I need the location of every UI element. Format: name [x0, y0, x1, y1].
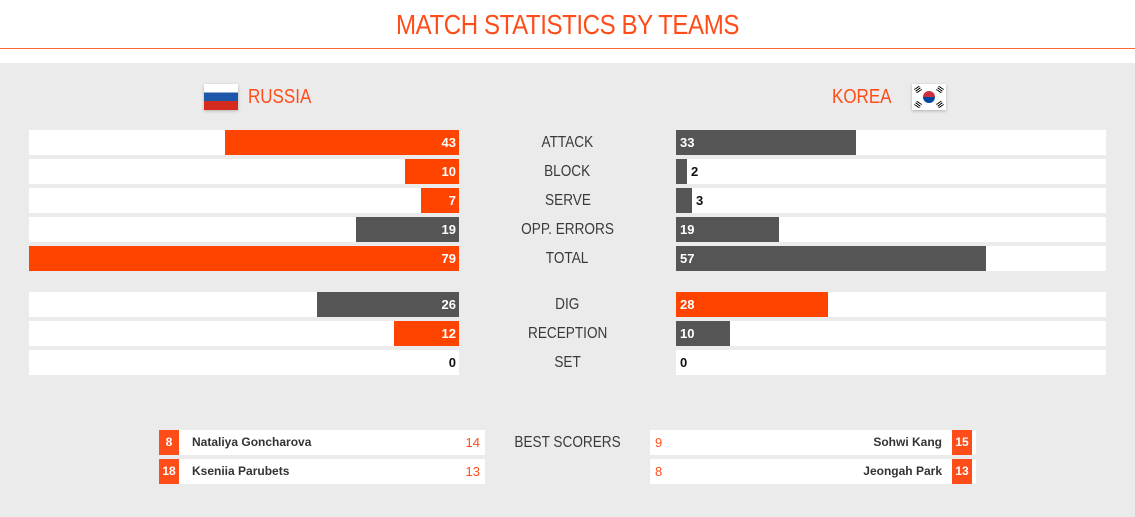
stat-value-left: 26: [441, 297, 456, 312]
stat-row-right-bg: [676, 159, 1106, 184]
title-divider: [0, 48, 1135, 49]
stat-value-left: 12: [441, 326, 456, 341]
stat-value-right: 0: [680, 355, 688, 370]
stat-row-right-bg: [676, 350, 1106, 375]
team-right-name: KOREA: [832, 85, 892, 108]
scorer-left-number: 8: [159, 430, 179, 455]
scorer-right-bg: [650, 430, 976, 455]
stat-row-right-bg: [676, 188, 1106, 213]
stat-value-left: 0: [448, 355, 456, 370]
stat-bar-right: [676, 188, 692, 213]
stat-bar-left: [317, 292, 459, 317]
scorer-left-name: Kseniia Parubets: [192, 464, 290, 478]
scorer-left-name: Nataliya Goncharova: [192, 435, 312, 449]
stat-value-right: 10: [680, 326, 695, 341]
stat-row-left-bg: [29, 188, 459, 213]
stat-bar-left: [225, 130, 459, 155]
stat-bar-right: [676, 246, 986, 271]
stat-value-left: 19: [441, 222, 456, 237]
scorer-right-bg: [650, 459, 976, 484]
stat-label: TOTAL: [546, 250, 589, 267]
best-scorers-label: BEST SCORERS: [514, 434, 621, 451]
stat-label: DIG: [555, 296, 580, 313]
page-title: MATCH STATISTICS BY TEAMS: [396, 9, 739, 40]
stat-row-right-bg: [676, 321, 1106, 346]
stat-value-left: 10: [441, 164, 456, 179]
scorer-right-points: 8: [655, 464, 663, 479]
stat-value-left: 79: [441, 251, 456, 266]
stat-bar-right: [676, 217, 779, 242]
stat-value-left: 43: [441, 135, 456, 150]
stat-label: ATTACK: [541, 134, 594, 151]
stat-value-right: 57: [680, 251, 695, 266]
team-right-header: KOREA: [832, 80, 947, 114]
stat-value-left: 7: [448, 193, 456, 208]
stat-value-right: 3: [696, 193, 704, 208]
stat-row-left-bg: [29, 350, 459, 375]
stat-bar-right: [676, 292, 828, 317]
russia-flag-icon: [204, 84, 238, 110]
stat-bar-right: [676, 159, 687, 184]
stat-row-left-bg: [29, 321, 459, 346]
stat-bar-right: [676, 130, 856, 155]
stat-bar-right: [676, 321, 730, 346]
scorer-left-bg: [159, 430, 485, 455]
stat-label: OPP. ERRORS: [521, 221, 614, 238]
scorer-right-number: 15: [952, 430, 972, 455]
scorer-left-bg: [159, 459, 485, 484]
stat-bar-left: [356, 217, 459, 242]
stat-bar-left: [421, 188, 459, 213]
stat-value-right: 19: [680, 222, 695, 237]
team-left-name: RUSSIA: [248, 85, 312, 108]
scorer-left-number: 18: [159, 459, 179, 484]
scorer-left-points: 13: [465, 464, 480, 479]
stat-label: BLOCK: [544, 163, 591, 180]
stat-label: SERVE: [544, 192, 591, 209]
stat-value-right: 2: [691, 164, 699, 179]
scorer-right-number: 13: [952, 459, 972, 484]
scorer-right-points: 9: [655, 435, 663, 450]
stat-label: RECEPTION: [527, 325, 608, 342]
stat-bar-left: [394, 321, 459, 346]
stat-row-left-bg: [29, 159, 459, 184]
team-left-header: RUSSIA: [204, 80, 322, 114]
stat-value-right: 28: [680, 297, 695, 312]
stat-label: SET: [554, 354, 581, 371]
stat-value-right: 33: [680, 135, 695, 150]
stat-bar-left: [29, 246, 459, 271]
scorer-left-points: 14: [465, 435, 480, 450]
scorer-right-name: Jeongah Park: [863, 464, 942, 478]
scorer-right-name: Sohwi Kang: [873, 435, 942, 449]
stat-bar-left: [405, 159, 459, 184]
korea-flag-icon: [912, 84, 947, 110]
